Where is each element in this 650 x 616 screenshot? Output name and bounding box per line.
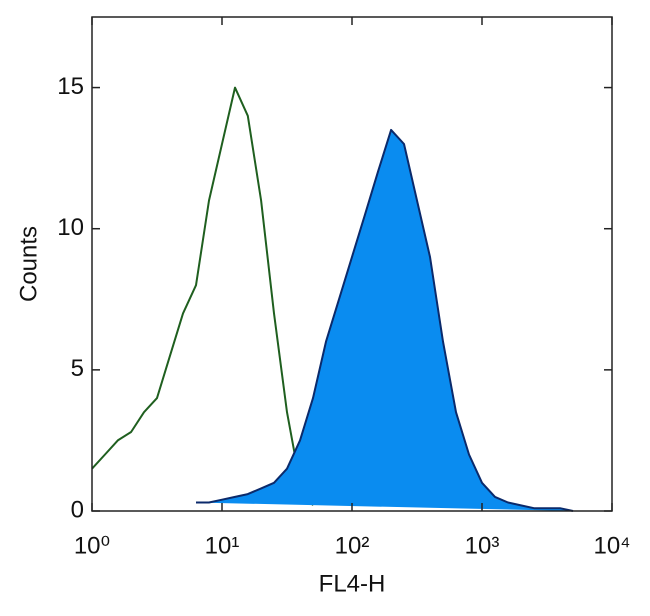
area-fill [196, 129, 573, 511]
x-axis-label: FL4-H [319, 570, 386, 597]
x-tick-label: 10⁴ [593, 532, 630, 559]
y-tick-label: 10 [57, 214, 84, 241]
x-tick-label: 10³ [465, 532, 500, 559]
histogram-line [91, 86, 314, 506]
y-tick-label: 0 [71, 496, 84, 523]
histogram-line [196, 128, 574, 512]
x-tick-label: 10² [335, 532, 370, 559]
y-tick-label: 5 [71, 355, 84, 382]
x-tick-label: 10⁰ [74, 532, 110, 559]
y-axis-label: Counts [15, 226, 42, 302]
x-tick-label: 10¹ [205, 532, 240, 559]
y-tick-label: 15 [57, 73, 84, 100]
